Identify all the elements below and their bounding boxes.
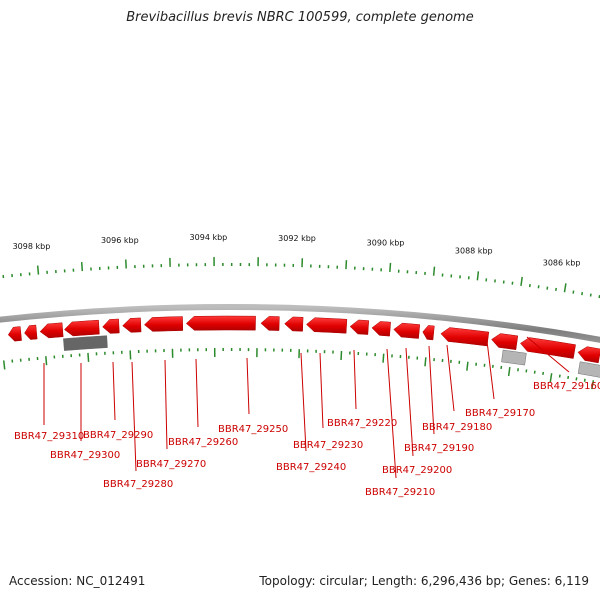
scale-tick xyxy=(432,266,436,276)
gene-label[interactable]: BBR47_29230 xyxy=(293,440,363,451)
gene-arrow[interactable] xyxy=(371,321,391,337)
gene-arrow[interactable] xyxy=(185,315,256,331)
gene-labels: BBR47_29310 BBR47_29300 BBR47_29290 BBR47_2… xyxy=(14,381,600,498)
gene-label[interactable]: BBR47_29180 xyxy=(422,422,492,433)
gene-arrow[interactable] xyxy=(393,322,421,339)
scale-label: 3090 kbp xyxy=(367,239,405,248)
rna-feature[interactable] xyxy=(577,361,600,378)
leader-line xyxy=(319,352,324,429)
leader-line xyxy=(526,336,570,373)
leader-line xyxy=(405,347,414,457)
gene-arrow[interactable] xyxy=(64,319,100,337)
scale-labels: 3098 kbp 3096 kbp 3094 kbp 3092 kbp 3090 kbp… xyxy=(13,233,581,267)
scale-label: 3086 kbp xyxy=(543,258,581,267)
leader-line xyxy=(195,358,199,428)
scale-tick xyxy=(520,276,523,286)
scale-tick xyxy=(2,360,6,370)
scale-tick xyxy=(80,262,84,272)
gene-arrow[interactable] xyxy=(577,346,600,364)
inner-scale-ticks xyxy=(2,348,595,390)
gene-label[interactable]: BBR47_29190 xyxy=(404,443,474,454)
gene-arrow[interactable] xyxy=(144,316,184,332)
gene-label[interactable]: BBR47_29250 xyxy=(218,424,288,435)
gene-label[interactable]: BBR47_29310 xyxy=(14,431,84,442)
leader-line xyxy=(246,357,250,415)
gene-arrows xyxy=(7,315,600,364)
rna-features xyxy=(63,335,600,378)
outer-scale-ticks xyxy=(2,257,600,299)
gene-label[interactable]: BBR47_29170 xyxy=(465,408,535,419)
scale-tick xyxy=(87,352,90,362)
scale-tick xyxy=(476,271,480,281)
gene-arrow[interactable] xyxy=(422,325,435,341)
leader-line xyxy=(446,344,455,412)
scale-tick xyxy=(424,357,427,367)
gene-arrow[interactable] xyxy=(24,324,38,340)
leader-line xyxy=(386,348,397,479)
scale-tick xyxy=(36,265,40,275)
scale-tick xyxy=(466,361,469,371)
scale-label: 3098 kbp xyxy=(13,242,51,251)
gene-arrow[interactable] xyxy=(440,327,490,347)
gene-arrow[interactable] xyxy=(284,316,304,332)
gene-label[interactable]: BBR47_29200 xyxy=(382,465,452,476)
gene-label[interactable]: BBR47_29240 xyxy=(276,462,346,473)
gene-label[interactable]: BBR47_29260 xyxy=(168,437,238,448)
leader-line xyxy=(164,359,168,450)
gene-label[interactable]: BBR47_29300 xyxy=(50,450,120,461)
scale-tick xyxy=(589,293,592,297)
gene-label[interactable]: BBR47_29270 xyxy=(136,459,206,470)
gene-arrow[interactable] xyxy=(122,317,142,333)
accession-text: Accession: NC_012491 xyxy=(9,574,146,588)
leader-line xyxy=(300,352,307,452)
label-leader-lines xyxy=(43,336,570,479)
rna-feature[interactable] xyxy=(63,335,108,351)
scale-tick xyxy=(575,377,578,381)
scale-tick xyxy=(389,262,392,273)
leader-line xyxy=(428,345,435,435)
genome-title: Brevibacillus brevis NBRC 100599, comple… xyxy=(126,10,474,25)
gene-label[interactable]: BBR47_29160 xyxy=(533,381,600,392)
scale-label: 3088 kbp xyxy=(455,247,493,256)
leader-line xyxy=(353,349,357,410)
gene-label[interactable]: BBR47_29290 xyxy=(83,430,153,441)
scale-label: 3094 kbp xyxy=(190,233,228,242)
scale-label: 3096 kbp xyxy=(101,236,139,245)
leader-line xyxy=(486,340,495,400)
scale-tick xyxy=(382,353,385,363)
gene-label[interactable]: BBR47_29280 xyxy=(103,479,173,490)
gene-arrow[interactable] xyxy=(39,322,64,339)
gene-label[interactable]: BBR47_29220 xyxy=(327,418,397,429)
gene-label[interactable]: BBR47_29210 xyxy=(365,487,435,498)
genome-backbone xyxy=(0,304,600,343)
scale-tick xyxy=(45,356,48,366)
gene-arrow[interactable] xyxy=(102,318,120,334)
gene-arrow[interactable] xyxy=(7,326,22,342)
gene-arrow[interactable] xyxy=(260,316,280,331)
scale-tick xyxy=(507,366,511,377)
rna-feature[interactable] xyxy=(501,349,527,366)
gene-arrow[interactable] xyxy=(349,319,370,335)
gene-arrow[interactable] xyxy=(491,333,519,351)
gene-arrow[interactable] xyxy=(520,337,576,359)
genome-summary-text: Topology: circular; Length: 6,296,436 bp… xyxy=(259,574,589,588)
leader-line xyxy=(112,361,116,421)
scale-tick xyxy=(583,378,586,382)
scale-label: 3092 kbp xyxy=(278,234,316,243)
gene-arrow[interactable] xyxy=(306,317,348,334)
leader-line xyxy=(131,361,137,472)
scale-tick xyxy=(563,283,567,293)
scale-tick xyxy=(549,373,553,383)
scale-tick xyxy=(591,380,595,390)
